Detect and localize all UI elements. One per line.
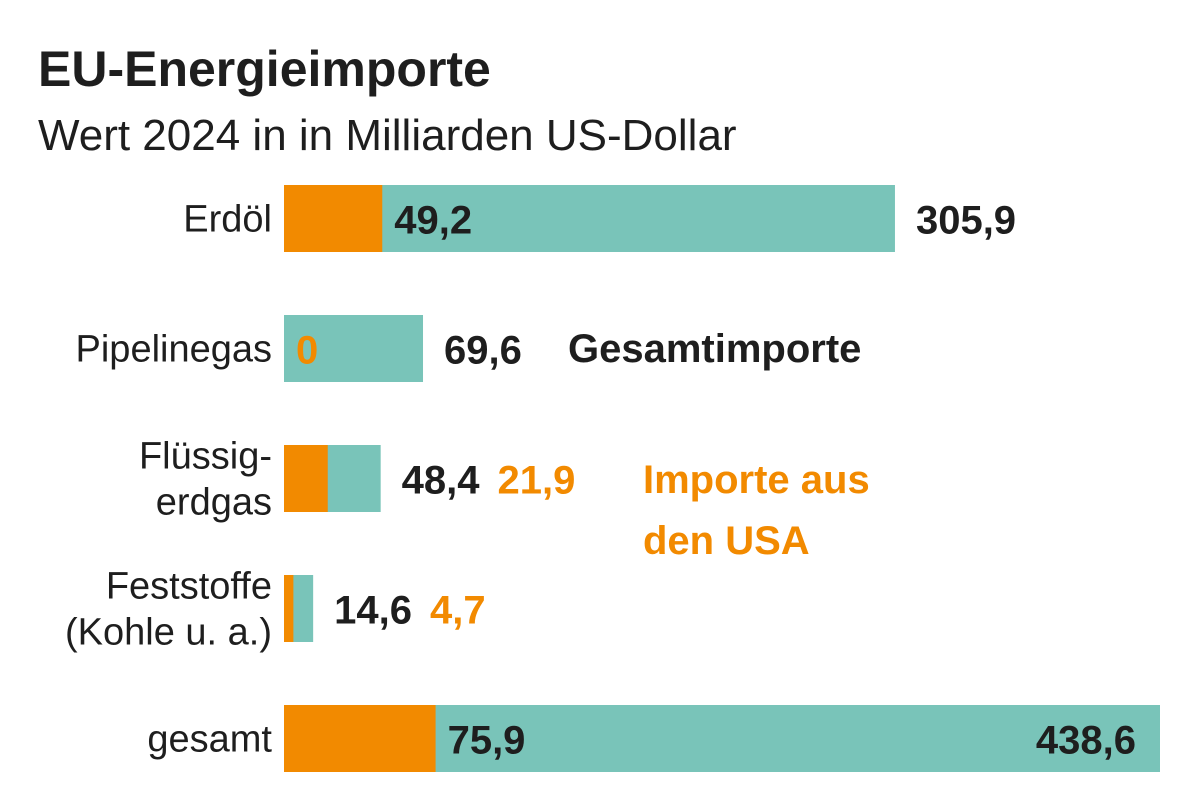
bar-usa <box>284 705 436 772</box>
chart-subtitle: Wert 2024 in in Milliarden US-Dollar <box>38 111 737 160</box>
category-label: Pipelinegas <box>76 329 272 371</box>
value-label-usa: 0 <box>296 329 318 373</box>
value-label-total: 69,6 <box>444 329 522 373</box>
value-label-usa: 4,7 <box>430 589 486 633</box>
category-label: Erdöl <box>183 199 272 241</box>
bar-total <box>284 315 424 382</box>
bar-usa <box>284 185 383 252</box>
value-label-total: 14,6 <box>334 589 412 633</box>
chart-title: EU-Energieimporte <box>38 41 491 97</box>
bars: Erdöl 305,9 49,2 Pipelinegas 69,6 0 Flüssig-er… <box>65 185 1160 772</box>
value-label-total: 305,9 <box>916 199 1016 243</box>
value-label-usa: 49,2 <box>394 199 472 243</box>
category-label: Feststoffe <box>106 566 272 608</box>
legend-total: Gesamtimporte <box>568 327 861 371</box>
bar-usa <box>284 445 328 512</box>
value-label-total: 48,4 <box>402 459 481 503</box>
category-label: Flüssig- <box>139 436 272 478</box>
category-label: gesamt <box>147 719 272 761</box>
bar-total <box>284 185 895 252</box>
category-label: erdgas <box>156 482 272 524</box>
category-label: (Kohle u. a.) <box>65 612 272 654</box>
bar-usa <box>284 575 294 642</box>
value-label-total: 438,6 <box>1036 719 1136 763</box>
legend-us-line1: Importe aus <box>643 458 870 502</box>
value-label-usa: 21,9 <box>498 459 576 503</box>
value-label-usa: 75,9 <box>448 719 526 763</box>
legend-us-line2: den USA <box>643 519 810 563</box>
